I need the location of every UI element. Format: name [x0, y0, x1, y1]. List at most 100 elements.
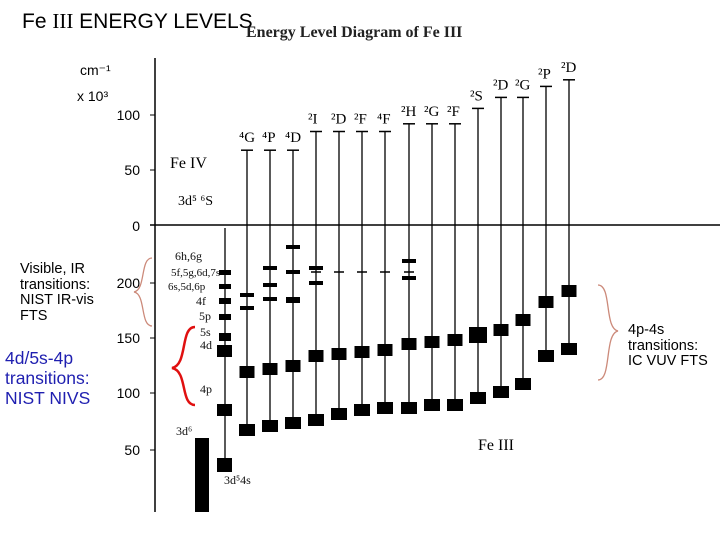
- config-label-5f5g6d7s: 5f,5g,6d,7s: [171, 267, 220, 279]
- level-4p-bar: [262, 363, 278, 375]
- level-4s-bar: [424, 399, 440, 411]
- term-column-0: ⁴G: [239, 130, 255, 436]
- term-column-5: ²F: [354, 112, 370, 416]
- term-column-3: ²I: [308, 112, 324, 426]
- nivs-note: 4d/5s-4p transitions: NIST NIVS: [5, 348, 91, 408]
- upper-tick-100: 100: [117, 107, 155, 123]
- ground-level-3d54s-bar: [217, 458, 232, 472]
- term-column-6: ⁴F: [377, 112, 393, 414]
- config-label-3d6: 3d⁶: [176, 424, 192, 438]
- level-4s-bar: [285, 417, 301, 429]
- level-high-bar: [286, 299, 300, 303]
- term-label: ⁴P: [262, 130, 276, 146]
- term-columns: ⁴G ⁴P ⁴D ²I ²D ²F ⁴F ²H ²G ²F ²S ²D ²G ²P ²D: [239, 60, 577, 436]
- fe-iv-ground-label: 3d⁵ ⁶S: [178, 194, 213, 209]
- term-label: ²G: [424, 104, 439, 120]
- level-4p-bar: [538, 296, 554, 308]
- level-high-bar: [286, 270, 300, 274]
- term-column-2: ⁴D: [285, 130, 301, 429]
- term-column-13: ²P: [538, 66, 554, 362]
- level-4p-bar: [285, 360, 301, 372]
- upper-tick-0: 0: [132, 218, 140, 234]
- level-high-bar: [240, 306, 254, 310]
- term-column-4: ²D: [331, 112, 347, 420]
- level-4s-bar: [470, 392, 486, 404]
- term-column-8: ²G: [424, 104, 440, 411]
- term-label: ²D: [561, 60, 576, 76]
- level-4s-bar: [493, 386, 509, 398]
- term-label: ⁴D: [285, 130, 301, 146]
- config-label-5p: 5p: [199, 309, 211, 323]
- term-label: ²S: [470, 88, 483, 104]
- level-4s-bar: [538, 350, 554, 362]
- term-label: ²D: [493, 77, 508, 93]
- diagram-title: Energy Level Diagram of Fe III: [246, 24, 463, 41]
- fe-iv-label: Fe IV: [170, 155, 207, 172]
- level-4s-bar: [377, 402, 393, 414]
- svg-text:100: 100: [117, 385, 141, 401]
- lower-tick-100: 100: [117, 385, 155, 401]
- level-4p-bar: [515, 314, 531, 326]
- level-4s-bar: [354, 404, 370, 416]
- level-4p-bar: [354, 346, 370, 358]
- level-4p-bar: [331, 348, 347, 360]
- config-column-levels: [217, 270, 232, 416]
- level-4p-bar: [401, 338, 417, 350]
- slide-title: Fe III ENERGY LEVELS: [22, 9, 253, 33]
- level-4p-bar: [377, 344, 393, 356]
- level-high-bar: [402, 276, 416, 280]
- svg-text:200: 200: [117, 275, 141, 291]
- y-unit-label: cm⁻¹: [80, 62, 111, 78]
- term-label: ⁴F: [377, 112, 391, 128]
- level-4s-bar: [447, 399, 463, 411]
- upper-tick-50: 50: [124, 162, 155, 178]
- lower-tick-50: 50: [124, 442, 155, 458]
- config-label-4f: 4f: [196, 294, 206, 308]
- level-high-bar: [240, 293, 254, 297]
- level-4s-bar: [401, 402, 417, 414]
- level-4p-bar: [239, 366, 255, 378]
- term-column-10: ²S: [469, 88, 487, 404]
- lower-tick-200: 200: [117, 275, 155, 291]
- level-4p-bar: [424, 336, 440, 348]
- level-4s-bar: [262, 420, 278, 432]
- visible-ir-brace: [133, 257, 153, 327]
- term-column-7: ²H: [401, 104, 417, 414]
- level-4p-bar: [447, 334, 463, 346]
- nivs-brace: [171, 325, 196, 407]
- svg-text:0: 0: [132, 218, 140, 234]
- term-label: ²I: [308, 112, 318, 128]
- config-label-6h6g: 6h,6g: [175, 249, 202, 263]
- svg-text:50: 50: [124, 442, 140, 458]
- level-high-bar: [263, 266, 277, 270]
- svg-text:100: 100: [117, 107, 141, 123]
- vuv-brace: [597, 284, 619, 381]
- term-label: ²F: [447, 104, 460, 120]
- ground-level-3d6-bar: [195, 438, 209, 512]
- config-label-4p: 4p: [200, 382, 212, 396]
- term-label: ²P: [538, 66, 551, 82]
- level-high-bar: [286, 245, 300, 249]
- term-column-11: ²D: [493, 77, 509, 398]
- level-4p-bar: [493, 324, 509, 336]
- level-4p-bar: [561, 285, 577, 297]
- term-column-1: ⁴P: [262, 130, 278, 432]
- level-high-bar: [309, 281, 323, 285]
- term-label: ²H: [401, 104, 416, 120]
- level-4s-bar: [239, 424, 255, 436]
- y-scale-label: x 10³: [77, 88, 108, 104]
- config-label-5s: 5s: [200, 325, 211, 339]
- term-label: ⁴G: [239, 130, 255, 146]
- level-4p-bar: [308, 350, 324, 362]
- vuv-note: 4p-4s transitions: IC VUV FTS: [628, 322, 708, 369]
- term-column-9: ²F: [447, 104, 463, 411]
- term-column-14: ²D: [561, 60, 577, 355]
- term-label: ²F: [354, 112, 367, 128]
- level-4p-bar: [469, 327, 487, 343]
- level-4s-bar: [561, 343, 577, 355]
- level-4s-bar: [331, 408, 347, 420]
- level-high-bar: [263, 297, 277, 301]
- config-label-6s5d6p: 6s,5d,6p: [168, 281, 206, 293]
- term-column-12: ²G: [515, 77, 531, 390]
